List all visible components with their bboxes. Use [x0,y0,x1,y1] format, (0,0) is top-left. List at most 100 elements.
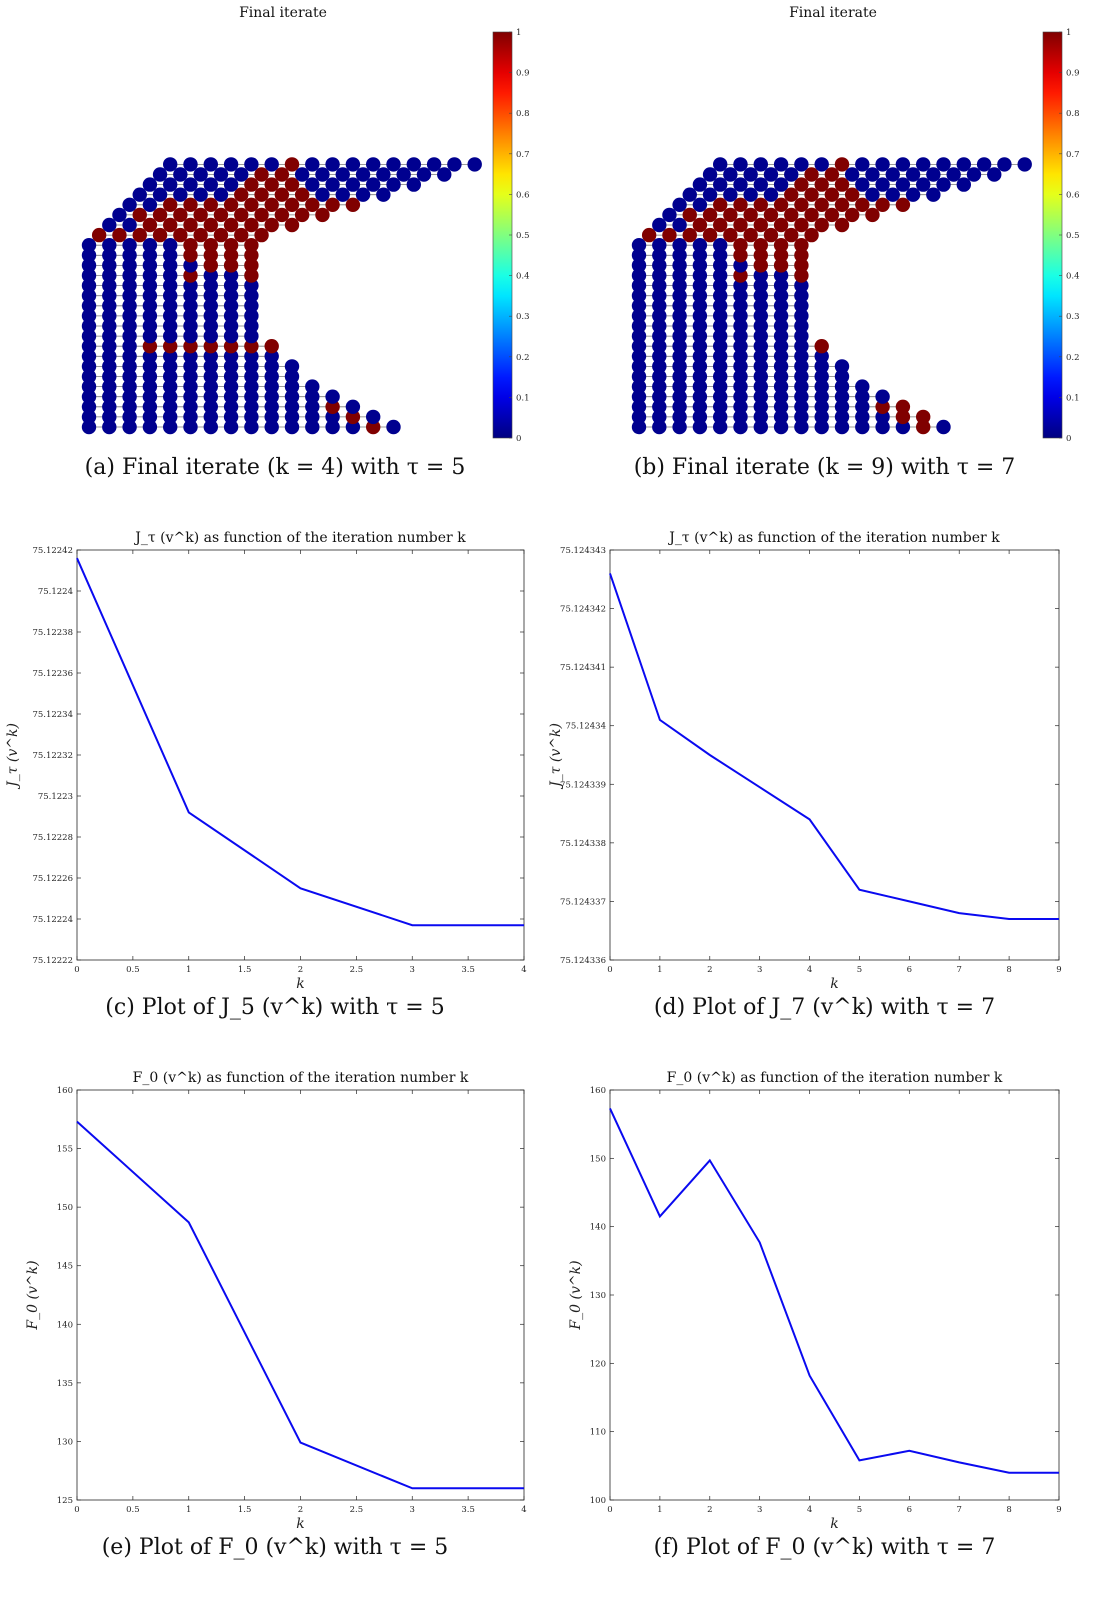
node-blue [102,308,117,324]
node-blue [692,399,708,414]
node-blue [956,157,971,172]
node-red [244,258,259,273]
node-blue [652,369,667,384]
node-blue [834,379,850,394]
node-blue [102,419,117,435]
node-blue [692,379,708,394]
node-blue [163,349,178,364]
node-blue [713,419,728,435]
y-tick-label: 75.12226 [32,874,73,884]
node-blue [315,187,330,202]
node-red [183,238,198,253]
node-blue [753,318,768,334]
node-red [173,227,188,243]
node-red [345,197,361,212]
node-blue [467,157,482,172]
x-axis-label: k [830,976,838,992]
node-blue [345,177,361,192]
node-blue [814,409,829,425]
node-blue [223,177,239,192]
node-blue [223,278,239,293]
y-tick-label: 75.124343 [560,546,606,556]
node-blue [305,177,320,192]
node-blue [672,238,687,253]
node-blue [122,217,137,233]
node-blue [875,177,890,192]
node-red [763,207,779,223]
node-red [244,238,259,253]
node-blue [672,298,687,313]
node-blue [122,197,137,212]
colorbar-tick-label: 0.7 [1066,150,1080,160]
x-tick-label: 0 [74,965,79,975]
node-blue [142,288,158,303]
node-red [152,207,168,223]
node-blue [794,339,809,354]
node-blue [631,288,647,303]
node-blue [763,167,779,182]
node-red [814,217,829,233]
plot-area [76,1089,525,1501]
node-blue [631,258,647,273]
node-blue [692,278,708,293]
caption-e: (e) Plot of F_0 (v^k) with τ = 5 [101,1535,449,1560]
node-blue [81,318,97,334]
node-blue [834,369,850,384]
node-blue [753,359,768,374]
node-blue [142,177,158,192]
node-blue [223,318,239,334]
node-red [132,207,147,223]
node-red [875,399,890,414]
node-red [733,217,748,233]
node-blue [733,379,748,394]
node-blue [122,389,137,404]
node-blue [814,369,829,384]
node-blue [743,187,758,202]
node-blue [203,328,218,344]
node-blue [102,328,117,344]
node-blue [203,359,218,374]
node-red [203,248,218,263]
node-blue [753,177,768,192]
node-blue [203,379,218,394]
y-tick-label: 75.12236 [32,669,73,679]
node-blue [142,349,158,364]
node-blue [753,157,768,172]
node-blue [142,409,158,425]
node-blue [122,339,137,354]
node-red [223,197,239,212]
node-blue [631,298,647,313]
node-blue [773,369,789,384]
node-blue [844,167,860,182]
node-blue [672,288,687,303]
node-blue [895,177,911,192]
node-blue [183,177,198,192]
node-red [254,227,269,243]
node-red [794,248,809,263]
node-red [203,238,218,253]
node-blue [244,359,259,374]
node-blue [692,389,708,404]
node-blue [672,409,687,425]
node-blue [122,349,137,364]
node-blue [81,238,97,253]
colorbar-tick-label: 0.1 [1066,393,1080,403]
node-blue [305,399,320,414]
node-blue [794,308,809,324]
node-blue [213,167,229,182]
node-red [794,217,809,233]
node-blue [81,369,97,384]
node-blue [264,409,279,425]
node-blue [733,258,748,273]
node-blue [794,419,809,435]
node-blue [284,419,300,435]
y-axis-label: J_τ (v^k) [548,723,564,790]
x-tick-label: 2.5 [350,1505,364,1515]
node-blue [366,409,381,425]
node-red [264,339,279,354]
node-blue [142,258,158,273]
node-blue [652,268,667,283]
node-red [183,268,198,283]
node-red [773,238,789,253]
node-blue [223,157,239,172]
